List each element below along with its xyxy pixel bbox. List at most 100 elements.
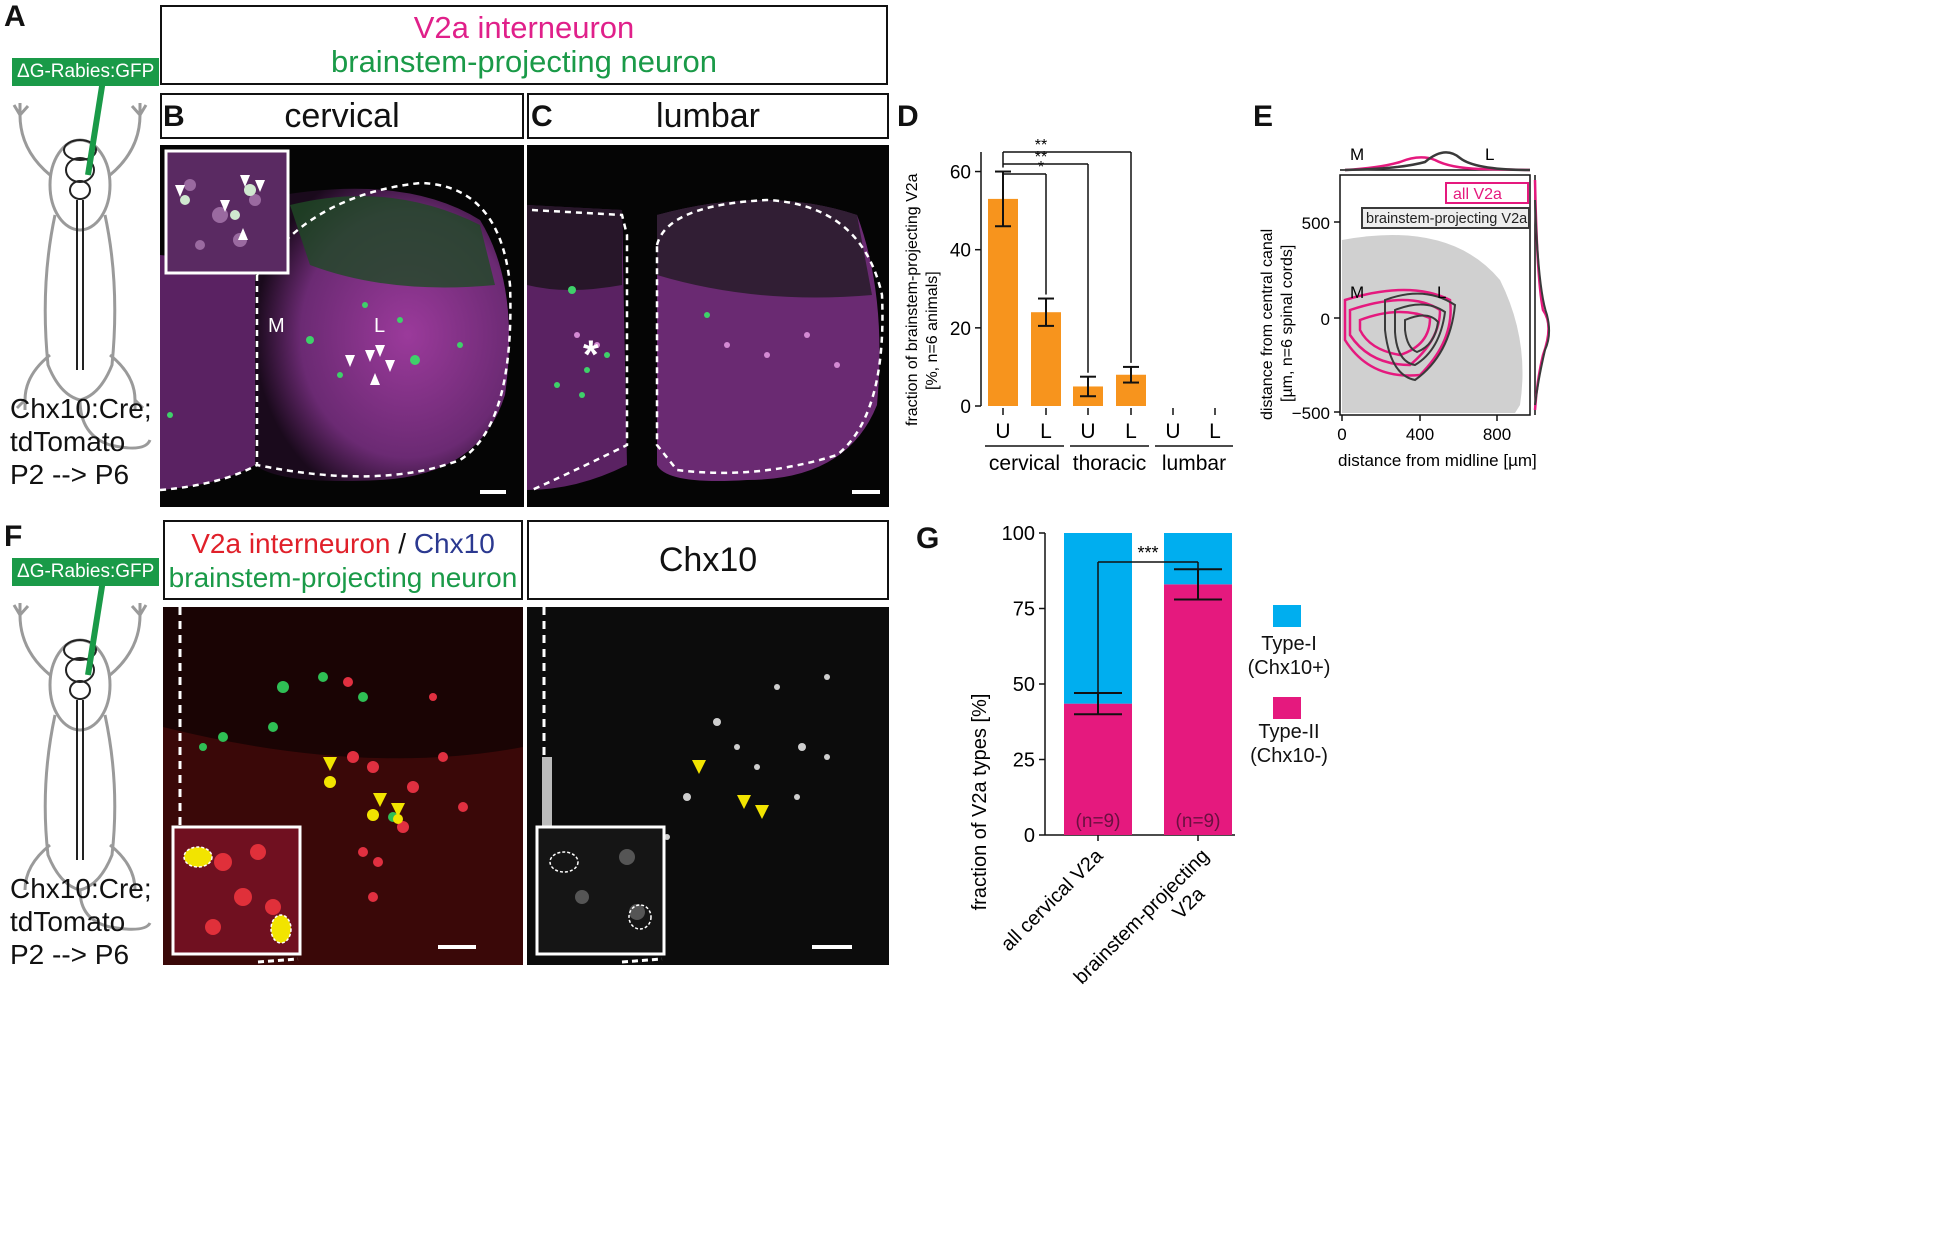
d-xtick-label: L (1125, 420, 1137, 443)
mouse-caption-bottom: Chx10:Cre; tdTomato P2 --> P6 (10, 872, 152, 971)
d-sig-label: * (1038, 159, 1044, 176)
label-lateral: L (374, 315, 386, 337)
e-ytick-500: 500 (1302, 214, 1330, 233)
d-ytick-label: 0 (960, 397, 971, 418)
legend-v2a-interneuron: V2a interneuron (413, 10, 635, 45)
d-ytick-label: 20 (950, 319, 971, 340)
g-legend-type1-desc: (Chx10+) (1247, 657, 1331, 679)
e-right-marginal-bs (1534, 199, 1551, 406)
chart-d: fraction of brainstem-projecting V2a [%,… (904, 137, 1233, 475)
panel-b-image: M L (160, 145, 524, 507)
e-top-marginal-bs (1344, 151, 1531, 172)
panel-label-b: B (163, 100, 185, 133)
d-group-label: cervical (989, 452, 1060, 475)
d-group-label: thoracic (1073, 452, 1147, 475)
g-legend-swatch-type2 (1273, 697, 1301, 719)
mouse-schematic-top (12, 79, 152, 450)
e-xtick-400: 400 (1406, 425, 1434, 444)
d-xtick-label: U (995, 420, 1010, 443)
legend-brainstem-projecting: brainstem-projecting neuron (331, 44, 717, 79)
legend-v2a-red: V2a interneuron (191, 528, 391, 559)
d-xtick-label: U (1080, 420, 1095, 443)
d-ytick-label: 60 (950, 163, 971, 184)
g-legend-type2-desc: (Chx10-) (1250, 745, 1328, 767)
mouse-schematic-bottom (12, 579, 152, 931)
e-legend-bs-box (1361, 207, 1530, 229)
panel-label-f: F (4, 520, 23, 553)
g-n-label: (n=9) (1076, 811, 1121, 832)
g-legend-type1: Type-I (Chx10+) (1244, 632, 1334, 680)
d-ylabel-line1: fraction of brainstem-projecting V2a (904, 173, 921, 426)
panel-label-d: D (897, 100, 919, 133)
panel-b-title: cervical (284, 97, 400, 135)
g-legend-swatch-type1 (1273, 605, 1301, 627)
g-ytick-label: 50 (1013, 674, 1035, 696)
asterisk-marker: * (583, 333, 599, 377)
g-bar-segment (1064, 703, 1132, 835)
g-legend-type2: Type-II (Chx10-) (1244, 720, 1334, 768)
e-marginal-m: M (1350, 145, 1364, 164)
mouse-caption-top: Chx10:Cre; tdTomato P2 --> P6 (10, 392, 152, 491)
caption-age-bottom: P2 --> P6 (10, 939, 130, 970)
d-xtick-label: L (1209, 420, 1221, 443)
caption-reporter-bottom: tdTomato (10, 906, 126, 937)
d-sig-label: ** (1035, 137, 1047, 154)
g-sig-label: *** (1137, 543, 1158, 563)
e-xtick-0: 0 (1337, 425, 1346, 444)
d-bar (1031, 312, 1061, 406)
chart-g: fraction of V2a types [%] 0 25 50 75 100 all … (969, 523, 1235, 989)
chart-e: distance from central canal [µm, n=6 spi… (1259, 145, 1551, 470)
e-inner-l: L (1437, 283, 1446, 302)
g-legend-type2-name: Type-II (1258, 721, 1320, 743)
panel-c-title-box: lumbar (527, 93, 889, 139)
d-sig-label: ** (1035, 149, 1047, 166)
e-ytick-0: 0 (1321, 310, 1330, 329)
d-ylabel-line2: [%, n=6 animals] (924, 271, 941, 390)
d-ytick-label: 40 (950, 241, 971, 262)
panel-b-title-box: cervical (160, 93, 524, 139)
g-ylabel: fraction of V2a types [%] (969, 694, 991, 911)
panel-f-chx10-image (527, 607, 889, 965)
e-legend-all: all V2a (1453, 186, 1502, 203)
e-inner-m: M (1350, 283, 1364, 302)
label-medial: M (268, 315, 285, 337)
e-top-marginal-all (1344, 156, 1531, 172)
legend-separator: / (390, 528, 414, 559)
g-legend-type1-name: Type-I (1261, 633, 1317, 655)
panel-label-a: A (4, 0, 26, 33)
caption-genotype-bottom: Chx10:Cre; (10, 873, 152, 904)
legend-chx10-blue: Chx10 (413, 528, 495, 559)
e-marginal-l: L (1485, 145, 1494, 164)
g-n-label: (n=9) (1176, 811, 1221, 832)
g-ytick-label: 0 (1024, 825, 1035, 847)
panel-f-chx10-title-box: Chx10 (527, 520, 889, 600)
panel-f-image (163, 607, 523, 965)
d-group-label: lumbar (1162, 452, 1226, 475)
panel-label-e: E (1253, 100, 1274, 133)
e-ylabel-line1: distance from central canal (1259, 229, 1276, 420)
d-xtick-label: L (1040, 420, 1052, 443)
e-legend-all-box (1445, 182, 1529, 204)
caption-age: P2 --> P6 (10, 459, 130, 490)
panel-f-legend-line1: V2a interneuron / Chx10 (165, 527, 521, 561)
e-ylabel-line2: [µm, n=6 spinal cords] (1279, 245, 1296, 402)
d-xtick-label: U (1165, 420, 1180, 443)
panel-c-title: lumbar (656, 97, 760, 135)
g-bar-segment (1164, 584, 1232, 835)
g-ytick-label: 75 (1013, 599, 1035, 621)
panel-c-image: * (527, 145, 889, 507)
rabies-label-top: ΔG-Rabies:GFP (12, 58, 160, 86)
d-bar (988, 198, 1018, 406)
g-ytick-label: 100 (1002, 523, 1035, 545)
e-xlabel: distance from midline [µm] (1338, 451, 1537, 470)
top-legend-box: V2a interneuron brainstem-projecting neu… (160, 5, 888, 85)
caption-genotype: Chx10:Cre; (10, 393, 152, 424)
caption-reporter: tdTomato (10, 426, 126, 457)
e-legend-bs: brainstem-projecting V2a (1366, 211, 1528, 227)
rabies-label-bottom: ΔG-Rabies:GFP (12, 558, 160, 586)
panel-label-g: G (916, 522, 940, 555)
legend-brainstem-green: brainstem-projecting neuron (168, 562, 518, 593)
e-spinal-cord-outline (1342, 235, 1523, 413)
g-ytick-label: 25 (1013, 750, 1035, 772)
e-xtick-800: 800 (1483, 425, 1511, 444)
